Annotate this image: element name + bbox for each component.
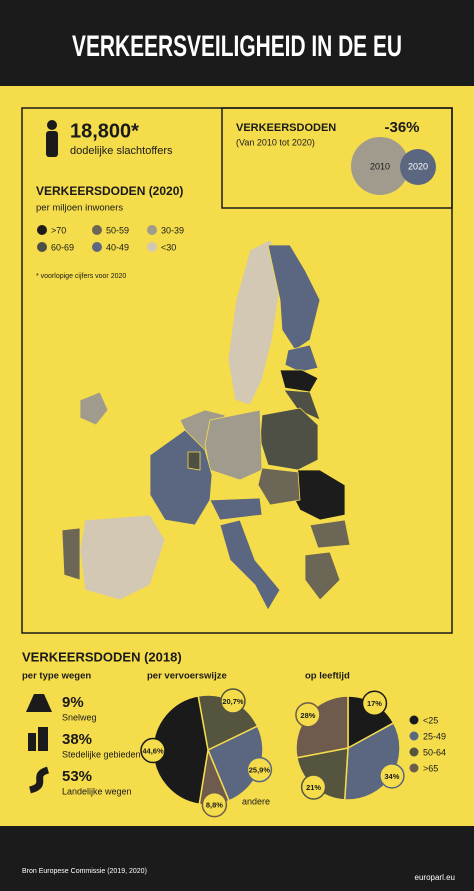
map-legend: >70 50-59 30-39 60-69 40-49 <30 — [37, 225, 184, 252]
legend-label: >65 — [423, 763, 438, 773]
site: europarl.eu — [415, 873, 455, 882]
country — [61, 527, 81, 581]
legend-swatch — [409, 715, 419, 725]
year: 2020 — [408, 161, 428, 171]
footer-band — [0, 826, 474, 891]
mode-title: per vervoerswijze — [147, 671, 227, 682]
age-pie: 17% 34% 21% 28% <25 25-49 50-64 >65 — [295, 690, 446, 801]
legend-swatch — [92, 225, 102, 235]
country — [284, 344, 319, 373]
total: 18,800* — [70, 120, 139, 142]
legend-label: 60-69 — [51, 242, 74, 252]
label-badge — [379, 763, 405, 789]
year: 2010 — [370, 161, 390, 171]
circle-2010 — [351, 137, 409, 195]
label-badge — [361, 690, 388, 716]
road-icons — [26, 694, 52, 794]
map-note: * voorlopige cijfers voor 2020 — [36, 273, 126, 280]
change: -36% — [384, 119, 419, 136]
header-band — [0, 0, 474, 86]
stats-title: VERKEERSDODEN (2018) — [22, 649, 182, 664]
legend-label: 50-64 — [423, 747, 446, 757]
label-badge — [246, 756, 273, 783]
slice-label: 34% — [384, 772, 399, 781]
age-title: op leeftijd — [305, 671, 350, 682]
country — [219, 519, 281, 611]
label-badge — [201, 791, 228, 818]
road-list: 9%Snelweg 38%Stedelijke gebieden 53%Landel… — [62, 694, 141, 796]
legend-label: 30-39 — [161, 225, 184, 235]
slice-label: 8,8% — [206, 801, 223, 810]
legend-label: >70 — [51, 225, 66, 235]
country — [279, 369, 319, 393]
country — [204, 409, 263, 481]
person-icon — [46, 120, 58, 157]
map — [61, 239, 351, 611]
label-badge — [140, 737, 166, 764]
legend-swatch — [147, 242, 157, 252]
road-label: Landelijke wegen — [62, 786, 132, 796]
country — [259, 407, 319, 471]
label-badge — [295, 702, 321, 728]
change-box — [221, 107, 453, 209]
road-value: 53% — [62, 768, 92, 785]
slice-label: 28% — [300, 711, 315, 720]
label-badge — [300, 774, 327, 800]
country — [309, 519, 351, 549]
change-period: (Van 2010 tot 2020) — [236, 137, 315, 147]
legend-swatch — [409, 747, 419, 757]
label-badge — [220, 688, 246, 714]
legend-swatch — [37, 242, 47, 252]
slice-label: 25,9% — [249, 766, 271, 775]
legend-swatch — [409, 763, 419, 773]
country — [79, 391, 109, 426]
country — [267, 244, 321, 351]
slice-label: 21% — [306, 783, 321, 792]
slice-label: 17% — [367, 699, 382, 708]
map-title: VERKEERSDODEN (2020) — [36, 184, 183, 198]
change-title: VERKEERSDODEN — [236, 122, 336, 134]
country — [227, 239, 286, 406]
map-subtitle: per miljoen inwoners — [36, 203, 123, 214]
road-value: 9% — [62, 694, 84, 711]
circle-2020 — [400, 149, 436, 185]
country — [79, 514, 166, 601]
title: VERKEERSVEILIGHEID IN DE EU — [72, 30, 402, 63]
legend-swatch — [409, 731, 419, 741]
country — [187, 451, 201, 471]
slice-label: 44,6% — [142, 747, 164, 756]
road-value: 38% — [62, 731, 92, 748]
legend-label: 25-49 — [423, 731, 446, 741]
legend-swatch — [37, 225, 47, 235]
legend-label: 40-49 — [106, 242, 129, 252]
total-label: dodelijke slachtoffers — [70, 145, 173, 157]
slice-label: 20,7% — [222, 697, 244, 706]
legend-label: <30 — [161, 242, 176, 252]
legend-swatch — [147, 225, 157, 235]
legend-swatch — [92, 242, 102, 252]
legend-label: 50-59 — [106, 225, 129, 235]
source: Bron Europese Commissie (2019, 2020) — [22, 868, 147, 875]
road-title: per type wegen — [22, 671, 91, 682]
road-label: Snelweg — [62, 712, 97, 722]
country — [283, 389, 321, 421]
road-label: Stedelijke gebieden — [62, 749, 141, 759]
country — [257, 467, 301, 506]
country — [209, 497, 263, 521]
legend-label: <25 — [423, 715, 438, 725]
other-label: andere — [242, 796, 270, 806]
mode-pie: 20,7% 25,9% 8,8% 44,6% — [140, 688, 273, 818]
country — [304, 551, 341, 601]
